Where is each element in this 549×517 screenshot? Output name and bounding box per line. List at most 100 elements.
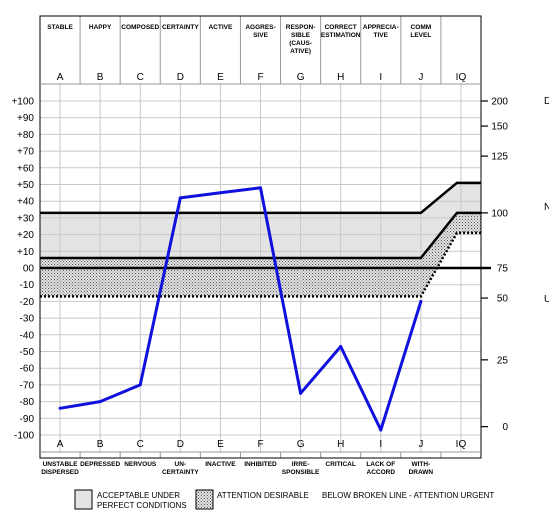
iq-tick-label: 50	[497, 294, 509, 305]
column-letter-top: F	[257, 72, 263, 83]
bottom-trait-label: WITH-	[411, 461, 430, 468]
y-tick-label: -20	[20, 297, 35, 308]
column-letter-bottom: G	[297, 439, 305, 450]
bottom-trait-label: INHIBITED	[244, 461, 277, 468]
y-tick-label: -90	[20, 414, 35, 425]
column-letter-bottom: D	[177, 439, 184, 450]
iq-tick-label: 100	[491, 208, 508, 219]
y-tick-label: -60	[20, 364, 35, 375]
top-trait-label: CORRECT	[325, 24, 357, 31]
right-edge-letter: D	[544, 96, 549, 107]
column-letter-top: IQ	[456, 72, 467, 83]
y-tick-label: -50	[20, 347, 35, 358]
data-point-a	[58, 406, 62, 410]
column-letter-bottom: F	[257, 439, 263, 450]
column-letter-top: C	[137, 72, 144, 83]
column-letter-top: J	[418, 72, 423, 83]
legend-swatch-acceptable	[74, 489, 93, 510]
iq-tick-label: 25	[497, 355, 509, 366]
top-trait-label: SIVE	[253, 32, 268, 39]
column-letter-top: B	[97, 72, 104, 83]
legend-urgent-label: BELOW BROKEN LINE - ATTENTION URGENT	[322, 491, 494, 500]
top-trait-label: TIVE	[374, 32, 389, 39]
data-point-e	[218, 191, 222, 195]
y-tick-label: +80	[17, 130, 34, 141]
top-trait-label: AGGRES-	[245, 24, 275, 31]
band-attention	[40, 212, 481, 297]
bottom-trait-label: DEPRESSED	[80, 461, 120, 468]
column-letter-bottom: C	[137, 439, 144, 450]
data-point-d	[178, 196, 182, 200]
bottom-trait-label: CERTAINTY	[162, 469, 199, 476]
y-tick-label: +10	[17, 247, 34, 258]
bottom-trait-label: NERVOUS	[124, 461, 157, 468]
data-point-j	[419, 299, 423, 303]
legend-acceptable-line1: ACCEPTABLE UNDER	[97, 491, 180, 500]
y-tick-label: +70	[17, 147, 34, 158]
data-point-f	[259, 186, 262, 190]
bottom-trait-label: INACTIVE	[205, 461, 236, 468]
y-tick-label: 00	[23, 264, 35, 275]
right-edge-letter: N	[544, 202, 549, 213]
top-trait-label: ESTIMATION	[321, 32, 361, 39]
legend-swatch-attention	[195, 489, 214, 510]
column-letter-top: A	[57, 72, 64, 83]
broken-line	[40, 231, 481, 298]
top-trait-label: SIBLE	[291, 32, 311, 39]
bottom-trait-label: UNSTABLE	[43, 461, 79, 468]
y-tick-label: -70	[20, 380, 35, 391]
y-tick-label: +50	[17, 180, 34, 191]
legend-acceptable-line2: PERFECT CONDITIONS	[97, 501, 187, 510]
column-letter-bottom: B	[97, 439, 104, 450]
y-tick-label: -40	[20, 330, 35, 341]
legend: ACCEPTABLE UNDER PERFECT CONDITIONS ATTE…	[74, 489, 494, 510]
top-trait-label: RESPON-	[286, 24, 316, 31]
column-letter-bottom: H	[337, 439, 344, 450]
series-layer	[58, 186, 423, 432]
data-point-g	[299, 391, 303, 395]
column-letter-top: G	[297, 72, 305, 83]
bottom-trait-label: LACK OF	[366, 461, 395, 468]
y-tick-label: +90	[17, 113, 34, 124]
y-tick-label: -100	[14, 431, 34, 442]
column-letter-top: D	[177, 72, 184, 83]
series-line-0	[59, 186, 423, 432]
top-trait-label: HAPPY	[89, 24, 112, 31]
right-edge-letter: U	[544, 294, 549, 305]
top-trait-label: (CAUS-	[289, 40, 312, 47]
y-tick-label: -30	[20, 314, 35, 325]
chart-frame	[39, 15, 482, 459]
top-trait-label: LEVEL	[410, 32, 431, 39]
column-letter-bottom: IQ	[456, 439, 467, 450]
column-letter-bottom: I	[379, 439, 382, 450]
bottom-trait-label: ACCORD	[367, 469, 396, 476]
y-tick-label: +20	[17, 230, 34, 241]
bottom-trait-label: SPONSIBLE	[282, 469, 320, 476]
top-trait-label: STABLE	[47, 24, 73, 31]
top-trait-label: APPRECIA-	[363, 24, 399, 31]
data-point-i	[379, 428, 383, 432]
top-trait-label: CERTAINTY	[162, 24, 199, 31]
bottom-trait-label: UN-	[175, 461, 187, 468]
reference-lines-layer	[40, 181, 491, 298]
column-letter-top: H	[337, 72, 344, 83]
y-tick-label: -10	[20, 280, 35, 291]
bottom-trait-label: CRITICAL	[326, 461, 356, 468]
iq-tick-label: 200	[491, 97, 508, 108]
iq-tick-label: 0	[502, 422, 508, 433]
y-tick-label: +30	[17, 213, 34, 224]
upper-bound-line	[40, 181, 481, 215]
data-point-c	[138, 383, 142, 387]
data-point-h	[339, 344, 343, 348]
iq-tick-label: 75	[497, 264, 509, 275]
y-tick-label: +100	[11, 97, 34, 108]
bottom-trait-label: DRAWN	[409, 469, 434, 476]
top-trait-label: COMM	[411, 24, 432, 31]
top-trait-label: ACTIVE	[208, 24, 233, 31]
bottom-trait-label: DISPERSED	[41, 469, 79, 476]
data-point-b	[98, 400, 102, 404]
top-trait-label: ATIVE)	[290, 48, 311, 55]
column-letter-top: E	[217, 72, 224, 83]
column-letter-top: I	[379, 72, 382, 83]
